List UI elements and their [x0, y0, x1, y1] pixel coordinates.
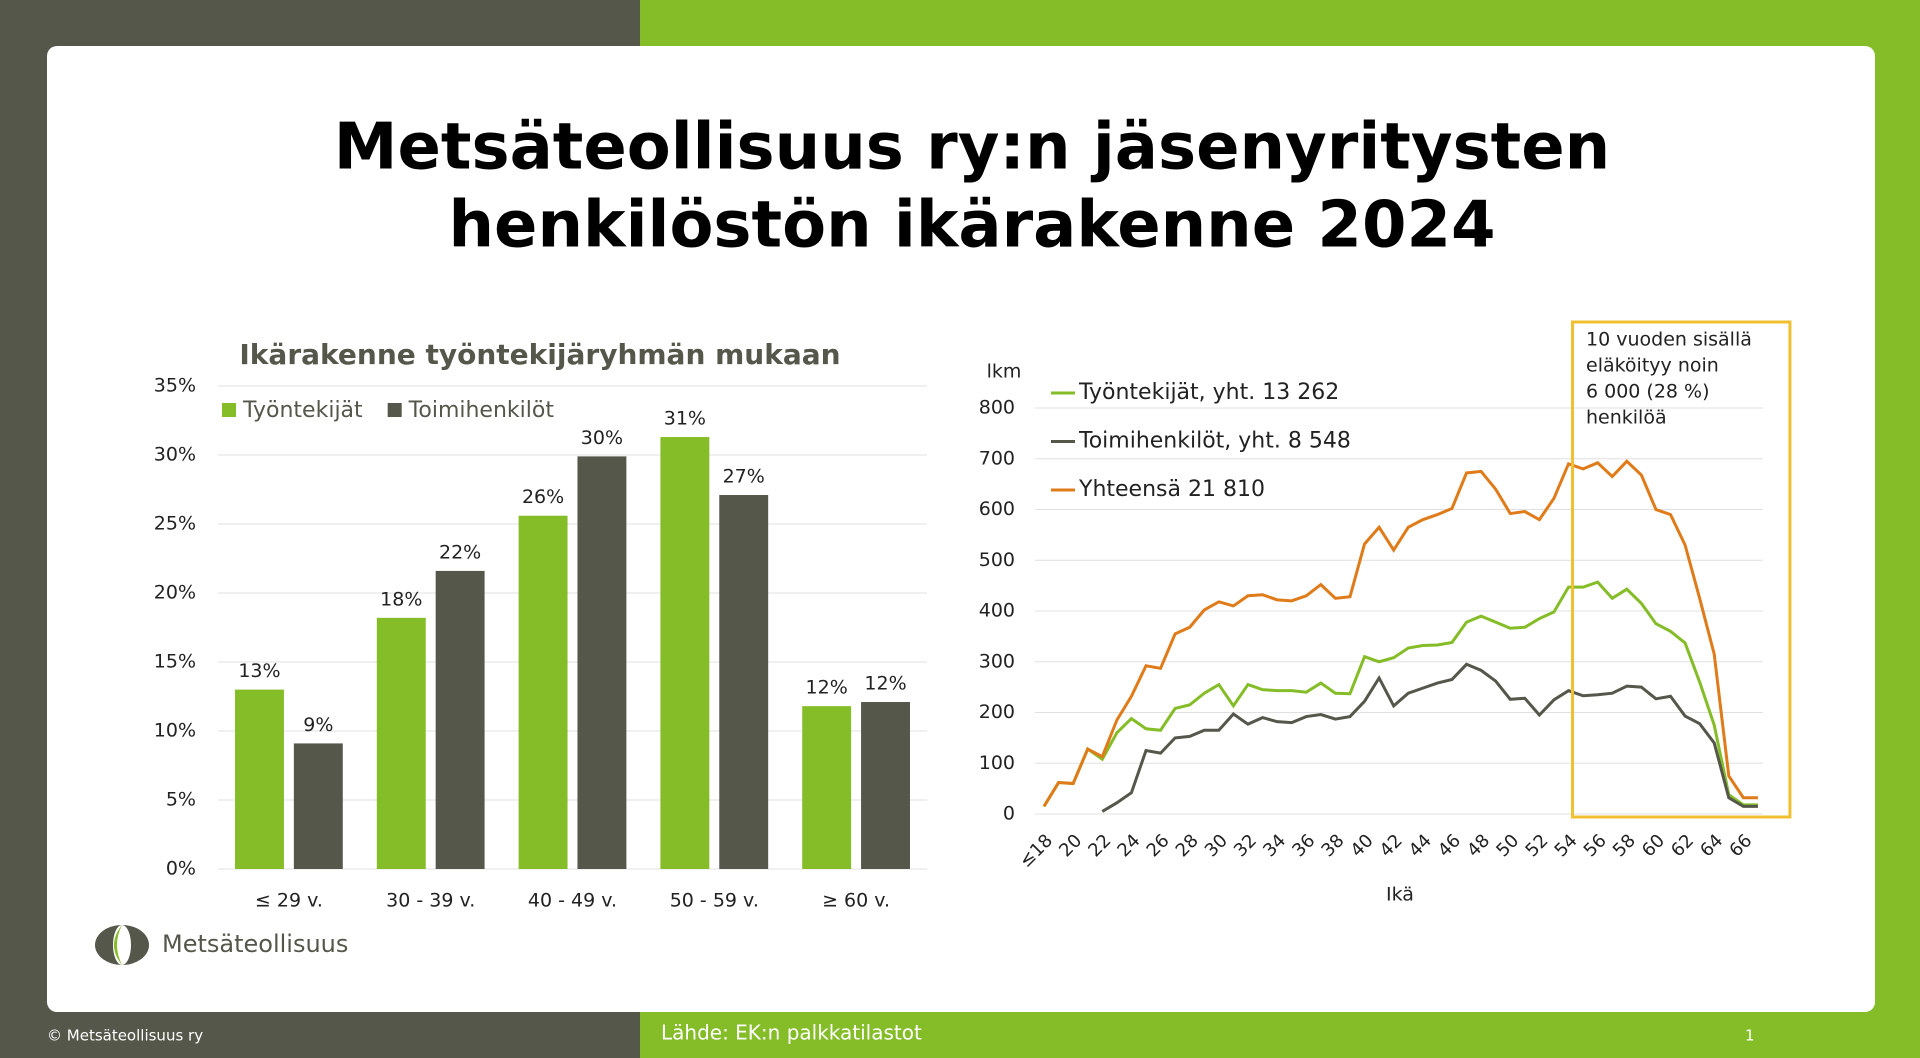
bar — [861, 702, 910, 869]
value-label: 27% — [723, 466, 765, 488]
y-tick-label: 35% — [154, 375, 196, 397]
annotation-text: 6 000 (28 %) — [1586, 381, 1710, 403]
legend-label: Toimihenkilöt, yht. 8 548 — [1078, 429, 1351, 454]
legend-swatch — [387, 403, 402, 417]
y-tick-label: 600 — [979, 498, 1015, 520]
page-number: 1 — [1745, 1027, 1755, 1045]
y-tick-label: 30% — [154, 444, 196, 466]
y-tick-label: 10% — [154, 720, 196, 742]
line-series — [1042, 459, 1758, 808]
y-tick-label: 0% — [166, 858, 196, 880]
y-tick-label: 700 — [979, 447, 1015, 469]
bar — [293, 743, 343, 869]
bar — [577, 456, 627, 869]
value-label: 13% — [238, 660, 280, 682]
annotation-text: 10 vuoden sisällä — [1586, 329, 1752, 351]
y-tick-label: 15% — [154, 651, 196, 673]
line-series — [1042, 580, 1758, 808]
x-tick-label: ≤ 29 v. — [255, 890, 323, 912]
y-tick-label: 0 — [1003, 803, 1015, 825]
value-label: 12% — [864, 673, 906, 695]
legend-label: Yhteensä 21 810 — [1078, 477, 1265, 502]
legend-swatch — [222, 403, 236, 417]
logo-text: Metsäteollisuus — [162, 930, 348, 958]
bar — [235, 689, 284, 869]
x-tick-label: 30 - 39 v. — [386, 890, 475, 912]
x-tick-label: 50 - 59 v. — [670, 890, 759, 912]
legend-label: Toimihenkilöt — [408, 398, 555, 423]
value-label: 26% — [522, 486, 564, 508]
x-tick-label: ≥ 60 v. — [822, 890, 890, 912]
chart-title: Ikärakenne työntekijäryhmän mukaan — [239, 338, 840, 371]
logo-icon — [95, 925, 149, 965]
bar — [660, 437, 710, 869]
x-tick-label: 40 - 49 v. — [528, 890, 617, 912]
legend-label: Työntekijät — [242, 398, 363, 423]
card — [47, 46, 1875, 1012]
bar — [518, 515, 568, 869]
bar — [435, 570, 485, 869]
bar — [802, 706, 852, 869]
y-tick-label: 5% — [166, 789, 196, 811]
y-tick-label: 200 — [979, 701, 1015, 723]
value-label: 31% — [664, 408, 706, 430]
title-line: Metsäteollisuus ry:n jäsenyritysten — [334, 111, 1610, 185]
value-label: 22% — [439, 541, 481, 563]
x-axis-label: Ikä — [1386, 884, 1414, 906]
y-tick-label: 300 — [979, 650, 1015, 672]
annotation-text: eläköityy noin — [1586, 355, 1719, 377]
bar — [376, 617, 426, 869]
value-label: 12% — [806, 677, 848, 699]
bar — [719, 495, 769, 869]
y-tick-label: 400 — [979, 600, 1015, 622]
y-tick-label: 500 — [979, 549, 1015, 571]
y-axis-label: lkm — [987, 361, 1022, 383]
y-tick-label: 100 — [979, 752, 1015, 774]
annotation-box — [1571, 320, 1792, 819]
y-tick-label: 25% — [154, 513, 196, 535]
line-series — [1101, 662, 1758, 813]
y-tick-label: 800 — [979, 397, 1015, 419]
y-tick-label: 20% — [154, 582, 196, 604]
title-line: henkilöstön ikärakenne 2024 — [448, 189, 1495, 263]
legend-label: Työntekijät, yht. 13 262 — [1078, 380, 1339, 405]
source: Lähde: EK:n palkkatilastot — [661, 1021, 922, 1045]
annotation-text: henkilöä — [1586, 407, 1667, 429]
copyright: © Metsäteollisuus ry — [47, 1027, 203, 1045]
value-label: 30% — [581, 427, 623, 449]
value-label: 9% — [303, 714, 333, 736]
value-label: 18% — [380, 588, 422, 610]
